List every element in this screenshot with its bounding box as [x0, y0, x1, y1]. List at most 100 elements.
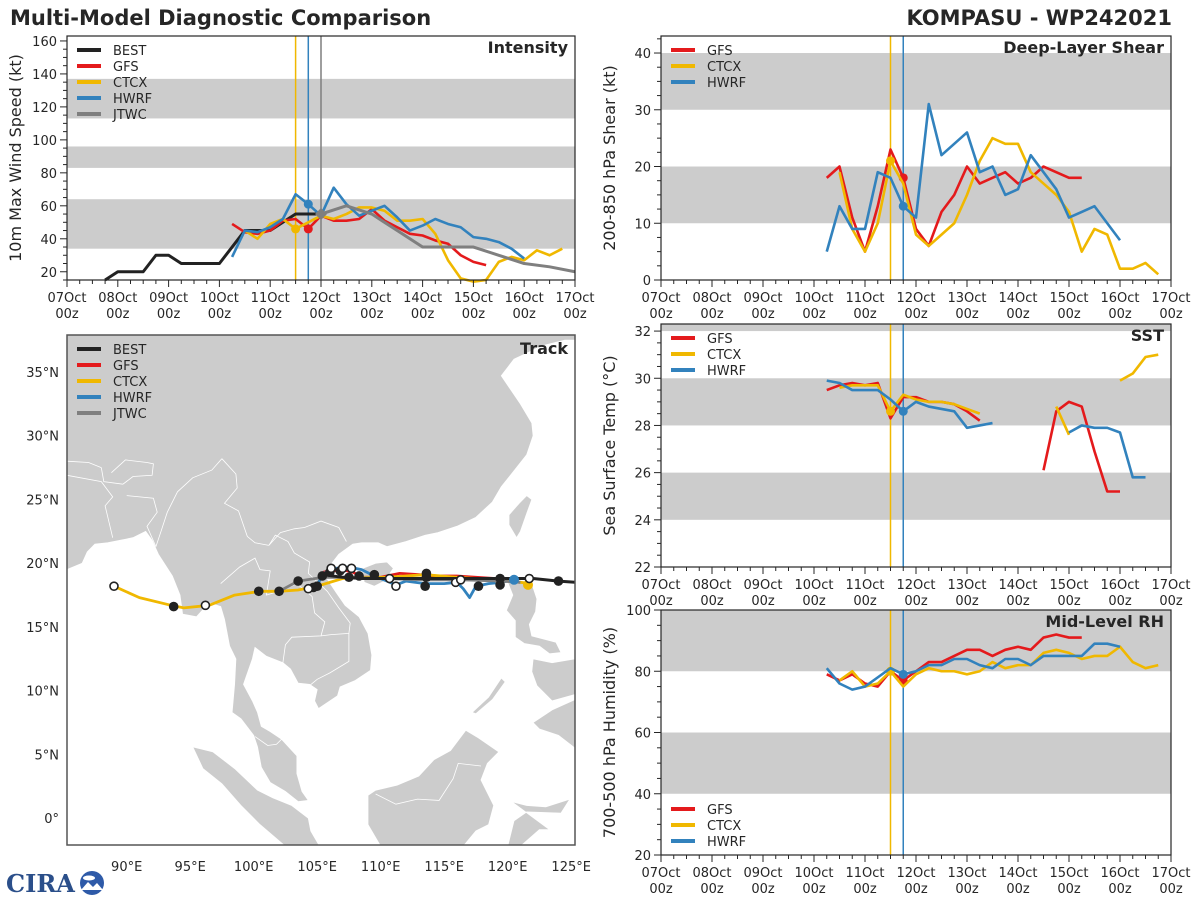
series-line-ctcx: [1055, 406, 1071, 436]
y-tick-label: 24: [634, 514, 651, 529]
x-tick-label-time: 00z: [563, 307, 587, 322]
x-tick-label-time: 00z: [462, 307, 486, 322]
y-tick-label: 10: [634, 217, 651, 232]
track-position-marker-filled: [274, 586, 284, 597]
legend-label-hwrf: HWRF: [113, 391, 152, 406]
x-tick-label-time: 00z: [513, 307, 537, 322]
legend-label-ctcx: CTCX: [707, 60, 741, 75]
series-line-hwrf: [826, 379, 993, 430]
y-tick-label: 40: [634, 47, 651, 62]
x-tick-label: 16Oct: [505, 291, 544, 306]
x-tick-label-time: 00z: [1159, 882, 1183, 897]
track-position-marker-filled: [253, 586, 264, 597]
x-tick-label: 16Oct: [1100, 291, 1139, 306]
x-tick-label: 11Oct: [251, 291, 290, 306]
x-tick-label-time: 00z: [955, 882, 979, 897]
x-tick-label-time: 00z: [1057, 594, 1081, 609]
track-position-marker-filled: [293, 576, 303, 586]
legend-label-gfs: GFS: [113, 359, 139, 374]
country-border: [221, 458, 269, 546]
lat-tick-label: 0°: [44, 812, 59, 827]
x-tick-label: 12Oct: [896, 291, 935, 306]
series-line-ctcx: [1119, 353, 1159, 382]
x-tick-label: 17Oct: [1151, 578, 1190, 593]
track-position-marker-open: [200, 600, 211, 611]
legend-label-ctcx: CTCX: [707, 819, 741, 834]
x-tick-label-time: 00z: [955, 594, 979, 609]
track-position-marker-filled: [420, 581, 430, 591]
x-tick-label-time: 00z: [802, 307, 826, 322]
x-tick-label: 07Oct: [641, 866, 680, 881]
cira-logo-text: CIRA: [6, 869, 75, 898]
x-tick-label-time: 00z: [853, 307, 877, 322]
legend-label-hwrf: HWRF: [707, 76, 746, 91]
land-taiwan: [508, 495, 533, 539]
x-tick-label-time: 00z: [1006, 594, 1030, 609]
x-tick-label: 11Oct: [845, 291, 884, 306]
series-line-gfs: [825, 148, 1082, 253]
x-tick-label-time: 00z: [700, 594, 724, 609]
series-marker-ctcx: [291, 224, 301, 234]
y-tick-label: 100: [626, 604, 651, 619]
land-visayas: [531, 658, 575, 702]
x-tick-label-time: 00z: [955, 307, 979, 322]
x-tick-label-time: 00z: [1057, 882, 1081, 897]
lon-tick-label: 125°E: [551, 860, 591, 875]
track-position-marker-open: [391, 581, 401, 591]
y-axis-label: 10m Max Wind Speed (kt): [6, 54, 25, 262]
x-tick-label: 09Oct: [743, 866, 782, 881]
shaded-band: [661, 324, 1171, 332]
panel-title: Track: [520, 339, 568, 358]
y-tick-label: 22: [634, 561, 651, 576]
x-tick-label: 08Oct: [692, 291, 731, 306]
x-tick-label: 15Oct: [1049, 291, 1088, 306]
x-tick-label-time: 00z: [904, 594, 928, 609]
land-sumatra: [191, 746, 320, 845]
legend-label-hwrf: HWRF: [707, 364, 746, 379]
x-tick-label-time: 00z: [1159, 307, 1183, 322]
track-position-marker-open: [337, 563, 348, 574]
x-tick-label-time: 00z: [751, 594, 775, 609]
y-axis-label: 200-850 hPa Shear (kt): [600, 65, 619, 251]
x-tick-label-time: 00z: [649, 594, 673, 609]
series-marker-ctcx: [886, 156, 895, 166]
x-tick-label: 17Oct: [1151, 866, 1190, 881]
shaded-band: [661, 732, 1171, 794]
lat-tick-label: 25°N: [26, 493, 59, 508]
series-marker-hwrf: [898, 406, 908, 416]
x-tick-label: 13Oct: [352, 291, 391, 306]
x-tick-label-time: 00z: [1006, 307, 1030, 322]
x-tick-label: 16Oct: [1100, 578, 1139, 593]
country-border: [126, 495, 158, 547]
y-tick-label: 80: [40, 167, 57, 182]
x-tick-label-time: 00z: [649, 307, 673, 322]
x-tick-label: 10Oct: [794, 291, 833, 306]
x-tick-label-time: 00z: [904, 882, 928, 897]
track-position-marker-filled: [369, 569, 380, 580]
track-position-marker-open: [346, 563, 357, 574]
track-position-marker-open: [384, 573, 395, 584]
land-borneo: [367, 729, 500, 845]
x-tick-label-time: 00z: [802, 594, 826, 609]
x-tick-label-time: 00z: [904, 307, 928, 322]
lon-tick-label: 100°E: [234, 860, 274, 875]
series-marker-gfs: [303, 224, 313, 234]
series-marker-hwrf: [303, 199, 313, 209]
track-position-marker-filled: [312, 581, 322, 591]
series-line-gfs: [1042, 400, 1120, 493]
main-title: Multi-Model Diagnostic Comparison: [10, 6, 432, 30]
track-position-marker-filled: [317, 571, 328, 581]
x-tick-label: 14Oct: [998, 291, 1037, 306]
legend-label-ctcx: CTCX: [707, 348, 741, 363]
y-tick-label: 120: [32, 101, 57, 116]
x-tick-label-time: 00z: [208, 307, 232, 322]
x-tick-label: 09Oct: [743, 578, 782, 593]
y-tick-label: 40: [40, 233, 57, 248]
y-tick-label: 30: [634, 104, 651, 119]
country-border: [155, 458, 223, 547]
series-line-ctcx: [839, 384, 981, 415]
land-layer: [67, 335, 575, 845]
